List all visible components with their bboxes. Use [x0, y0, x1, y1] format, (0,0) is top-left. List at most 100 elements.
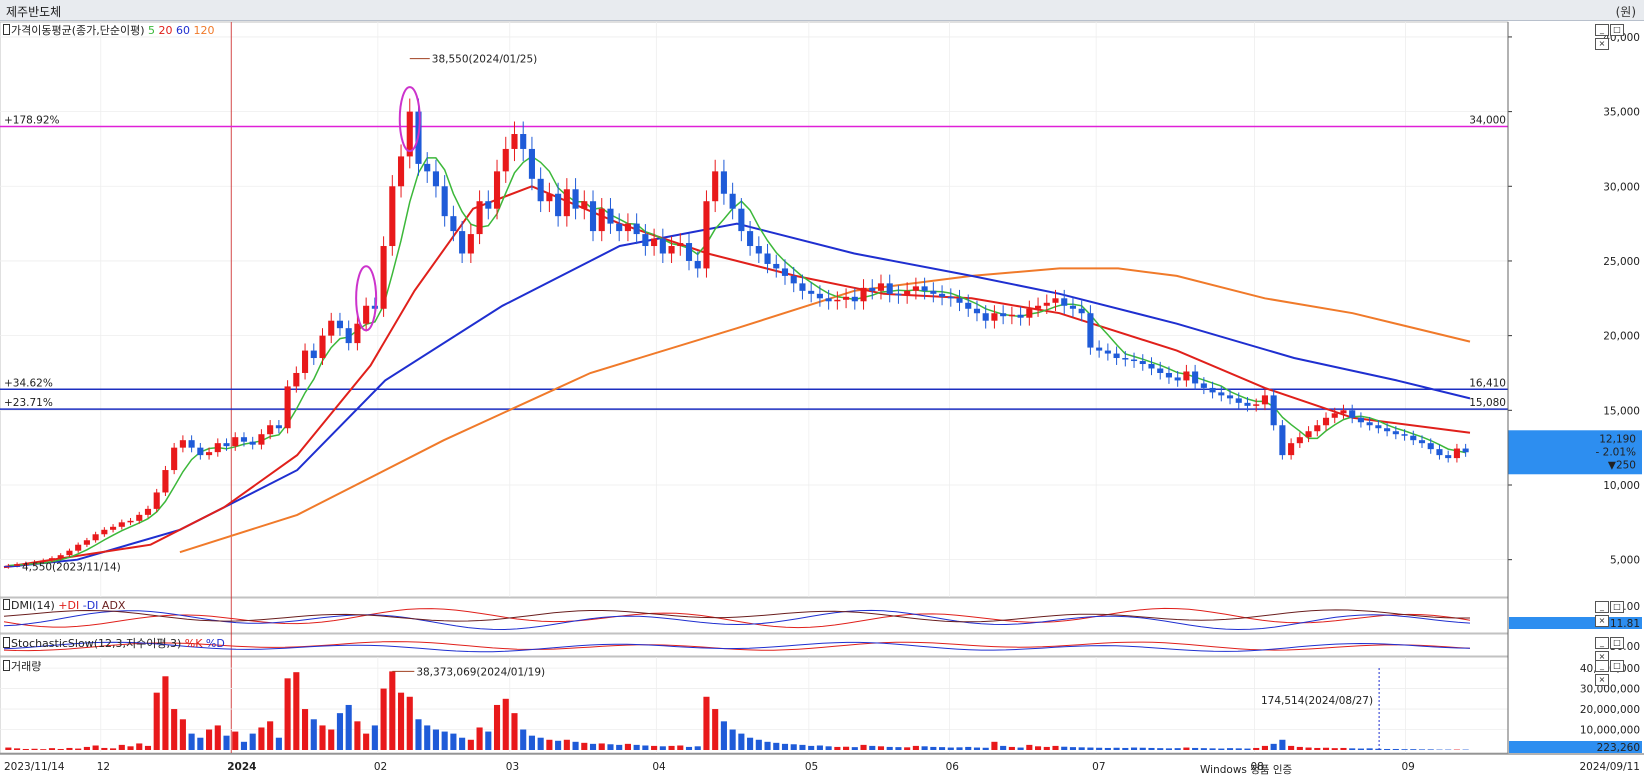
candle-body: [1200, 383, 1207, 388]
candle-body: [572, 189, 579, 209]
stoch-panel-label[interactable]: StochasticSlow(12,3,지수이평,3) %K %D: [3, 635, 225, 651]
minimize-icon[interactable]: _: [1595, 660, 1609, 672]
dmi-panel-label[interactable]: DMI(14) +DI -DI ADX: [3, 599, 125, 612]
maximize-icon[interactable]: □: [1610, 637, 1624, 649]
candle-body: [982, 313, 989, 321]
minimize-icon[interactable]: _: [1595, 637, 1609, 649]
price-panel-label[interactable]: 가격이동평균(종가,단순이평) 5 20 60 120: [3, 22, 215, 38]
volume-panel-label[interactable]: 거래량: [3, 658, 41, 674]
maximize-icon[interactable]: □: [1610, 660, 1624, 672]
candle-body: [214, 443, 221, 453]
close-icon[interactable]: ×: [1595, 674, 1609, 686]
volume-bar: [1078, 747, 1085, 750]
candle-body: [589, 201, 597, 232]
volume-bar: [459, 737, 466, 750]
level-label-mid2: 15,080: [1469, 397, 1506, 409]
candle-body: [1183, 371, 1190, 381]
volume-bar: [843, 746, 850, 750]
window-titlebar: 제주반도체 (원): [0, 0, 1644, 21]
candle-body: [1410, 435, 1417, 441]
volume-bar: [1305, 747, 1312, 750]
candle-body: [851, 296, 858, 302]
candle-body: [424, 163, 431, 172]
volume-bar: [1357, 748, 1364, 750]
stoch-panel: [0, 633, 1509, 657]
volume-bar: [267, 721, 274, 750]
stoch-k-line: [3, 641, 1471, 652]
close-icon[interactable]: ×: [1595, 38, 1609, 50]
volume-bar: [886, 746, 893, 750]
volume-bar: [703, 696, 710, 750]
dmi-panel: [0, 597, 1509, 634]
volume-bar: [773, 742, 780, 750]
volume-bar: [1192, 747, 1199, 750]
volume-bar: [144, 745, 152, 750]
candle-body: [153, 492, 160, 509]
volume-bar: [450, 733, 457, 750]
candle-body: [1279, 425, 1286, 456]
volume-bar: [1130, 747, 1138, 750]
candle-body: [441, 186, 448, 217]
candle-body: [1453, 448, 1460, 459]
panel-toggle-icon[interactable]: [3, 24, 10, 35]
volume-bar: [1034, 746, 1042, 750]
volume-bar: [380, 688, 387, 750]
candle-body: [328, 320, 335, 336]
candle-body: [1305, 431, 1312, 438]
candle-body: [781, 268, 789, 276]
volume-tick-label: 40,000,000: [1580, 663, 1640, 675]
candle-body: [467, 234, 474, 254]
maximize-icon[interactable]: □: [1610, 601, 1624, 613]
ma20-legend: 20: [158, 24, 173, 37]
price-panel-controls[interactable]: _ □×: [1595, 22, 1639, 50]
candle-body: [1445, 455, 1452, 459]
candle-body: [555, 193, 562, 217]
candle-body: [397, 156, 405, 187]
candle-body: [1130, 359, 1138, 362]
volume-bar: [546, 739, 553, 750]
x-axis-label: 06: [946, 761, 960, 773]
maximize-icon[interactable]: □: [1610, 24, 1624, 36]
volume-bar: [328, 729, 335, 750]
minimize-icon[interactable]: _: [1595, 24, 1609, 36]
volume-bar: [345, 704, 352, 750]
stoch-panel-controls[interactable]: _ □×: [1595, 635, 1639, 663]
candle-body: [1052, 298, 1059, 303]
volume-bar: [1235, 748, 1242, 750]
adx-line: [3, 609, 1470, 623]
volume-bar: [1122, 747, 1129, 750]
candle-body: [668, 246, 675, 254]
volume-bar: [1157, 748, 1164, 750]
volume-bar: [677, 745, 684, 750]
candle-body: [136, 514, 143, 521]
panel-toggle-icon[interactable]: [3, 599, 10, 610]
candle-body: [720, 171, 727, 194]
volume-panel-controls[interactable]: _ □×: [1595, 658, 1639, 686]
candle-body: [1331, 413, 1338, 418]
panel-toggle-icon[interactable]: [3, 637, 10, 648]
candle-body: [1357, 417, 1364, 423]
volume-bar: [1279, 739, 1286, 750]
volume-bar: [528, 735, 535, 750]
high-annotation: 38,550(2024/01/25): [432, 54, 537, 66]
candle-body: [1043, 302, 1050, 306]
volume-bar: [1244, 748, 1251, 750]
volume-bar: [912, 745, 919, 750]
minimize-icon[interactable]: _: [1595, 601, 1609, 613]
panel-toggle-icon[interactable]: [3, 660, 10, 671]
candle-body: [694, 260, 701, 269]
candle-body: [1139, 361, 1146, 365]
candle-body: [1261, 395, 1268, 405]
volume-bar: [764, 741, 771, 750]
volume-bar: [1410, 749, 1417, 750]
volume-bar: [869, 745, 876, 750]
candle-body: [947, 296, 954, 299]
volume-bar: [1418, 749, 1426, 750]
dmi-panel-controls[interactable]: _ □×: [1595, 599, 1639, 627]
candle-body: [1427, 443, 1434, 450]
close-icon[interactable]: ×: [1595, 615, 1609, 627]
candle-body: [1192, 371, 1199, 384]
candle-body: [1113, 353, 1120, 359]
candle-body: [520, 134, 527, 149]
